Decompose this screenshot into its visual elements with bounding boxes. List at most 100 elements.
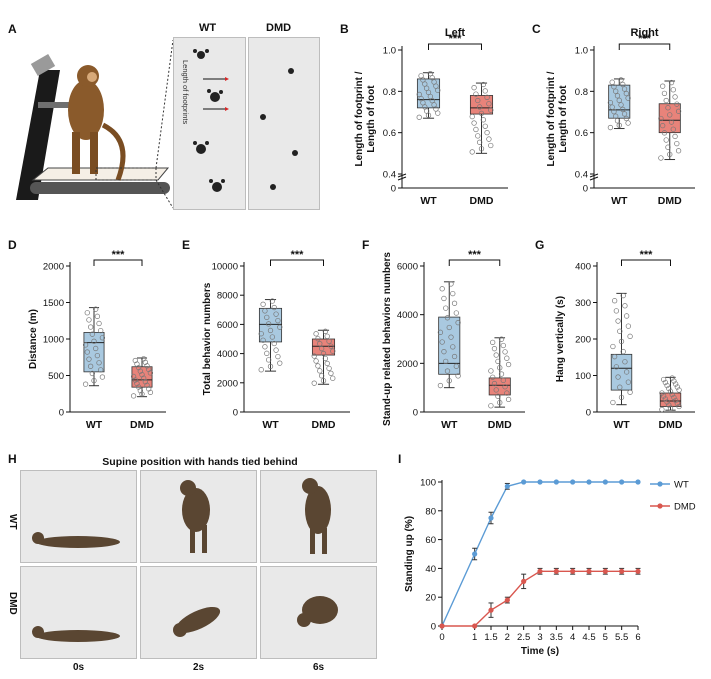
y-axis-label: Standing up (%) <box>404 516 415 592</box>
data-point <box>665 105 671 111</box>
data-point <box>623 115 629 122</box>
data-point <box>437 329 444 335</box>
panel-letter-f: F <box>362 238 370 252</box>
data-point <box>418 73 424 79</box>
data-point <box>99 374 106 380</box>
box-iqr <box>469 95 494 115</box>
y-tick-label: 4000 <box>217 349 238 360</box>
data-point <box>267 363 274 370</box>
data-point <box>666 385 672 392</box>
data-point <box>258 331 264 337</box>
data-point <box>271 340 277 347</box>
x-tick-label: DMD <box>312 419 336 431</box>
data-point <box>320 350 327 357</box>
data-point <box>495 393 501 399</box>
data-point <box>504 597 510 603</box>
data-point <box>611 84 617 90</box>
data-point <box>663 137 669 143</box>
data-point <box>82 342 89 348</box>
data-point <box>619 479 625 485</box>
panel-letter-h: H <box>8 452 17 466</box>
panel-letter-e: E <box>182 238 191 252</box>
data-point <box>621 111 628 117</box>
data-point <box>615 374 621 380</box>
y-axis-label: Distance (m) <box>28 309 39 369</box>
data-point <box>613 308 620 314</box>
x-tick-label: DMD <box>659 419 683 431</box>
data-point <box>659 390 665 396</box>
data-point <box>96 360 102 366</box>
y-tick-label: 0.6 <box>383 128 396 139</box>
data-point <box>669 391 675 398</box>
data-point <box>265 357 272 363</box>
data-point <box>416 114 422 120</box>
data-point <box>87 324 94 330</box>
data-point <box>317 368 323 374</box>
y-tick-label: 0.4 <box>383 170 396 181</box>
data-point <box>658 115 664 122</box>
chart-e-total-behavior: 0 2000 4000 6000 8000 10000 Total behavior num… <box>202 249 350 431</box>
data-point <box>275 317 281 324</box>
data-point <box>586 568 592 574</box>
data-point <box>610 399 616 406</box>
data-point <box>311 353 317 359</box>
legend-marker <box>657 481 663 487</box>
y-tick-label: 200 <box>575 335 591 346</box>
data-point <box>469 113 475 120</box>
chart-g-hang-vertically: 0 100 200 300 400 Hang vertically (s) WT DMD *** <box>555 249 695 431</box>
data-point <box>318 373 325 379</box>
data-point <box>505 361 512 368</box>
legend-label-wt: WT <box>674 480 689 491</box>
panel-letter-i: I <box>398 452 402 466</box>
data-point <box>493 352 499 358</box>
data-point <box>488 368 494 374</box>
data-point <box>570 479 576 485</box>
data-point <box>132 357 138 364</box>
data-point <box>453 363 459 369</box>
data-point <box>671 394 677 401</box>
data-point <box>553 479 559 485</box>
data-point <box>267 327 274 334</box>
box-wt <box>258 298 283 373</box>
y-tick-label: 2000 <box>397 359 418 370</box>
data-point <box>269 298 276 304</box>
data-point <box>625 379 632 385</box>
data-point <box>451 300 458 306</box>
data-point <box>475 97 481 104</box>
data-point <box>324 333 330 339</box>
data-point <box>625 120 631 126</box>
data-point <box>537 479 543 485</box>
data-point <box>258 367 264 373</box>
data-point <box>674 400 681 407</box>
panel-letter-d: D <box>8 238 17 252</box>
data-point <box>273 311 279 317</box>
x-tick-label: WT <box>86 419 103 431</box>
significance-label: *** <box>112 249 126 261</box>
data-point <box>668 79 675 86</box>
data-point <box>498 336 505 342</box>
data-point <box>313 358 319 364</box>
significance-label: *** <box>468 249 482 261</box>
data-point <box>275 353 281 360</box>
data-point <box>666 402 672 408</box>
data-point <box>609 104 615 110</box>
footprint-label-wt: WT <box>199 22 217 34</box>
data-point <box>473 126 479 133</box>
data-point <box>317 341 323 347</box>
panel-letter-c: C <box>532 22 541 36</box>
x-tick-label: 6 <box>635 632 640 643</box>
time-label-0s: 0s <box>72 662 85 673</box>
x-tick-label: DMD <box>658 195 682 207</box>
data-point <box>262 344 268 350</box>
data-point <box>484 130 490 136</box>
x-tick-label: 1.5 <box>484 632 497 643</box>
y-tick-label: 2000 <box>43 262 64 273</box>
y-axis-label: Length of footprint / <box>546 71 557 166</box>
data-point <box>660 393 667 399</box>
data-point <box>448 281 454 287</box>
y-tick-label: 400 <box>575 262 591 273</box>
data-point <box>328 343 334 349</box>
data-point <box>98 327 104 334</box>
y-axis-label: Length of footprint / <box>354 71 365 166</box>
x-tick-label: 5.5 <box>615 632 628 643</box>
